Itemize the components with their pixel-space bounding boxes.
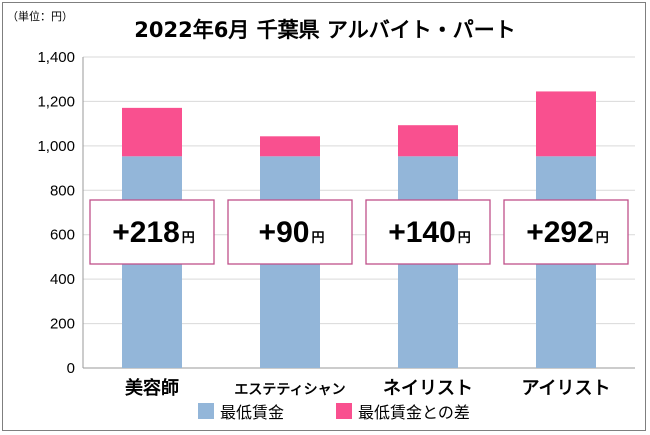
difference-unit: 円: [596, 231, 609, 246]
difference-label: +140: [388, 216, 456, 249]
chart-title: 2022年6月 千葉県 アルバイト・パート: [134, 18, 515, 42]
difference-label: +292: [526, 216, 594, 249]
x-tick-label: ネイリスト: [383, 378, 473, 399]
chart-svg: 2022年6月 千葉県 アルバイト・パート （単位：円） 0 200 400 600 8…: [7, 9, 635, 422]
bar-wage-difference: [122, 107, 182, 157]
y-tick-label: 1,400: [37, 49, 75, 66]
difference-label-box: [365, 199, 491, 265]
difference-label-box: [89, 199, 215, 265]
difference-unit: 円: [458, 231, 471, 246]
difference-label-box: [227, 199, 353, 265]
bar-wage-difference: [398, 125, 458, 157]
y-tick-label: 1,200: [37, 93, 75, 110]
difference-unit: 円: [182, 231, 195, 246]
y-tick-label: 200: [50, 316, 75, 333]
legend-label: 最低賃金との差: [358, 403, 470, 422]
difference-labels: +218 円 +90 円 +140 円 +292 円: [89, 199, 629, 265]
y-tick-label: 0: [67, 360, 75, 377]
y-tick-label: 1,000: [37, 138, 75, 155]
y-tick-label: 600: [50, 227, 75, 244]
legend-swatch: [336, 403, 352, 419]
y-tick-label: 400: [50, 271, 75, 288]
difference-label-box: [503, 199, 629, 265]
legend-label: 最低賃金: [220, 403, 284, 422]
x-tick-label: エステティシャン: [234, 382, 345, 398]
difference-label: +90: [259, 216, 310, 249]
bar-wage-difference: [260, 136, 320, 157]
x-tick-labels: 美容師 エステティシャン ネイリスト アイリスト: [125, 377, 611, 399]
legend-swatch: [198, 403, 214, 419]
y-tick-label: 800: [50, 182, 75, 199]
difference-label: +218: [112, 216, 180, 249]
x-tick-label: アイリスト: [521, 378, 610, 399]
legend: 最低賃金 最低賃金との差: [198, 403, 470, 422]
chart-frame: 2022年6月 千葉県 アルバイト・パート （単位：円） 0 200 400 600 8…: [2, 2, 646, 431]
y-tick-labels: 0 200 400 600 800 1,000 1,200 1,400: [37, 49, 75, 377]
unit-label: （単位：円）: [7, 9, 73, 23]
bar-wage-difference: [536, 91, 596, 157]
x-tick-label: 美容師: [125, 377, 179, 399]
difference-unit: 円: [311, 231, 324, 246]
